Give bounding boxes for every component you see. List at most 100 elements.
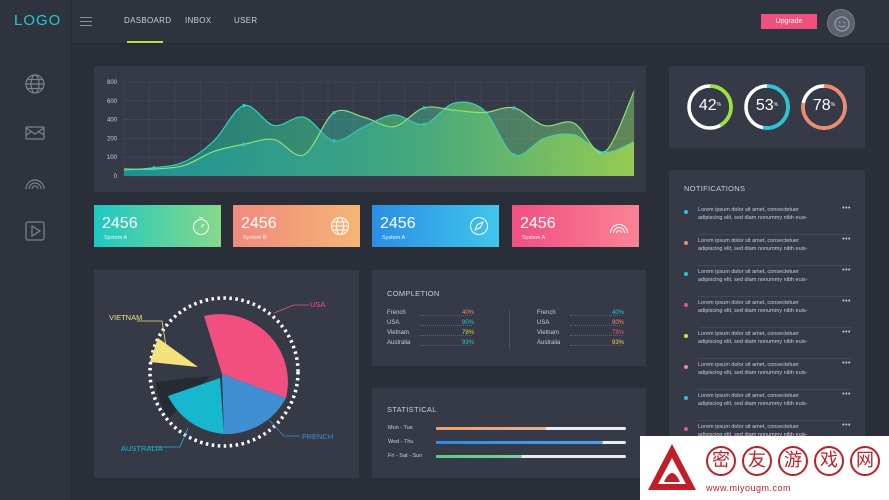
play-icon[interactable] [24,220,46,242]
more-options-icon[interactable]: ••• [842,267,851,274]
notification-item[interactable]: Lorem ipsum dolor sit amet, consectetuer… [669,297,865,328]
notification-dot [684,303,688,307]
gauge-value-2: 53% [755,97,779,114]
more-options-icon[interactable]: ••• [842,360,851,367]
pie-label-french: FRENCH [302,432,333,441]
watermark-url: www.miyougm.com [706,483,792,493]
notification-dot [684,427,688,431]
watermark-char: 戏 [814,446,844,476]
completion-dots [570,315,622,316]
completion-percent: 93% [462,340,475,346]
stat-card-value: 2456 [380,215,416,232]
notifications-panel: NOTIFICATIONS Lorem ipsum dolor sit amet… [669,170,865,470]
sidebar: LOGO [0,0,72,500]
completion-percent: 40% [462,310,475,316]
app-logo[interactable]: LOGO [14,12,62,29]
notification-item[interactable]: Lorem ipsum dolor sit amet, consectetuer… [669,266,865,297]
inbox-icon[interactable] [24,122,46,144]
notification-text: Lorem ipsum dolor sit amet, consectetuer… [698,237,828,253]
notification-item[interactable]: Lorem ipsum dolor sit amet, consectetuer… [669,235,865,266]
pie-label-vietnam: VIETNAM [109,313,142,322]
statistical-row-label: Mon - Tue [388,425,413,431]
rainbow-icon[interactable] [24,171,46,193]
completion-country: Vietnam [387,330,409,336]
active-tab-indicator [127,41,163,43]
pie-slice-vietnam[interactable] [150,338,198,367]
globe-icon[interactable] [24,73,46,95]
more-options-icon[interactable]: ••• [842,422,851,429]
upgrade-button[interactable]: Upgrade [761,14,817,29]
gauges-panel: 42% 53% 78% [669,66,865,148]
notification-item[interactable]: Lorem ipsum dolor sit amet, consectetuer… [669,328,865,359]
notification-line: adipiscing elit, sed diam nonummy nibh e… [698,401,808,407]
notification-line: Lorem ipsum dolor sit amet, consectetuer [698,331,799,337]
completion-dots [570,345,622,346]
more-options-icon[interactable]: ••• [842,205,851,212]
notifications-title: NOTIFICATIONS [684,184,746,193]
statistical-bar-fill [436,455,522,458]
pie-slice-australia[interactable] [168,378,224,434]
menu-icon[interactable] [80,17,92,26]
french-leader-line [268,419,300,437]
tab-dashboard[interactable]: DASBOARD [124,16,172,25]
completion-dots [420,325,472,326]
completion-panel: COMPLETION French 40% USA 90% Vietnam 78% Aust… [372,270,646,366]
stat-card-system-a-2[interactable]: 2456 System A [372,205,499,247]
y-tick-label: 400 [107,118,118,124]
notification-item[interactable]: Lorem ipsum dolor sit amet, consectetuer… [669,204,865,235]
notification-item[interactable]: Lorem ipsum dolor sit amet, consectetuer… [669,359,865,390]
data-point[interactable] [332,110,336,115]
vietnam-leader-line [137,320,167,347]
data-point[interactable] [512,106,516,110]
watermark: 密友游戏网 www.miyougm.com [640,436,889,500]
watermark-logo [648,444,696,490]
notification-line: adipiscing elit, sed diam nonummy nibh e… [698,246,808,252]
data-point[interactable] [152,167,156,171]
notification-item[interactable]: Lorem ipsum dolor sit amet, consectetuer… [669,390,865,421]
notification-line: adipiscing elit, sed diam nonummy nibh e… [698,339,808,345]
tab-user[interactable]: USER [234,16,258,25]
notification-line: Lorem ipsum dolor sit amet, consectetuer [698,269,799,275]
series-line-2 [123,91,635,170]
notification-divider [698,327,851,328]
notification-divider [698,389,851,390]
stat-card-value: 2456 [241,215,277,232]
stat-card-label: System A [104,235,128,241]
completion-dots [570,325,622,326]
pie-slice-usa[interactable] [204,314,288,398]
pie-slice-french[interactable] [222,374,286,435]
more-options-icon[interactable]: ••• [842,329,851,336]
watermark-char: 网 [850,446,880,476]
tab-inbox[interactable]: INBOX [185,16,212,25]
more-options-icon[interactable]: ••• [842,236,851,243]
notification-text: Lorem ipsum dolor sit amet, consectetuer… [698,361,828,377]
notification-divider [698,234,851,235]
completion-percent: 78% [462,330,475,336]
globe-icon [331,217,349,235]
avatar[interactable] [827,9,855,37]
y-tick-label: 200 [107,136,118,142]
notification-line: adipiscing elit, sed diam nonummy nibh e… [698,370,808,376]
data-point[interactable] [242,142,246,146]
notification-text: Lorem ipsum dolor sit amet, consectetuer… [698,330,828,346]
notification-text: Lorem ipsum dolor sit amet, consectetuer… [698,392,828,408]
completion-percent: 93% [612,340,625,346]
series-area-2 [124,91,634,176]
stat-card-system-a[interactable]: 2456 System A [94,205,221,247]
stat-card-label: System B [243,235,267,241]
data-point[interactable] [602,150,606,155]
notification-line: Lorem ipsum dolor sit amet, consectetuer [698,362,799,368]
data-point[interactable] [422,106,426,110]
notification-line: Lorem ipsum dolor sit amet, consectetuer [698,424,799,430]
smiley-icon [834,16,850,32]
notification-line: Lorem ipsum dolor sit amet, consectetuer [698,238,799,244]
more-options-icon[interactable]: ••• [842,298,851,305]
australia-leader-line [149,427,189,448]
watermark-char: 密 [706,446,736,476]
stat-card-system-b[interactable]: 2456 System B [233,205,360,247]
stat-card-label: System A [382,235,406,241]
more-options-icon[interactable]: ••• [842,391,851,398]
data-point[interactable] [242,103,246,108]
statistical-bar-track [436,455,626,458]
stat-card-system-a-3[interactable]: 2456 System A [512,205,639,247]
